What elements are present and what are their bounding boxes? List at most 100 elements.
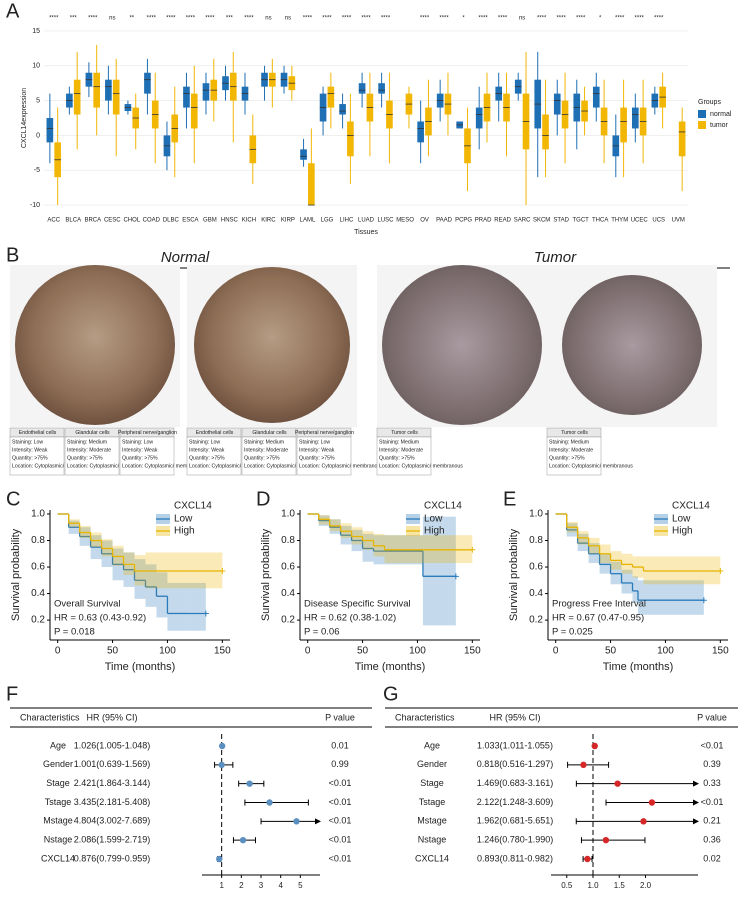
hr-label: 1.001(0.639-1.569) [74, 759, 151, 769]
caption-line: Quantity: >75% [67, 455, 103, 461]
y-tick-label: 0 [36, 132, 40, 139]
header: Characteristics [395, 712, 455, 722]
legend-title: CXCL14 [174, 501, 212, 512]
box [183, 86, 190, 108]
row-name: Tstage [45, 797, 72, 807]
annotation: HR = 0.62 (0.38-1.02) [304, 613, 396, 624]
ci-band [134, 559, 146, 599]
caption-line: Quantity: >75% [189, 455, 225, 461]
ci-band [79, 525, 91, 538]
caption-line: Endothelial cells [196, 430, 234, 436]
box [144, 72, 151, 94]
x-tick-label: 150 [712, 646, 729, 657]
x-tick-label: THCA [592, 218, 608, 224]
group-title: Tumor [534, 249, 577, 266]
row-name: Nstage [44, 835, 73, 845]
annotation: Overall Survival [54, 599, 121, 610]
panel-letter: B [6, 244, 19, 266]
hr-label: 2.122(1.248-3.609) [477, 797, 554, 807]
x-tick-label: ESCA [182, 218, 198, 224]
caption-line: Quantity: >75% [244, 455, 280, 461]
x-tick-label: KIRC [261, 218, 276, 224]
y-tick-label: -5 [34, 167, 40, 174]
ci-band [112, 545, 124, 566]
caption-box [296, 436, 352, 476]
caption-line: Staining: Medium [67, 439, 107, 445]
legend-label: High [174, 526, 195, 537]
hr-point [218, 761, 225, 769]
p-value: <0.01 [329, 816, 352, 826]
row-name: Mstage [417, 816, 447, 826]
censor-mark [219, 568, 226, 575]
ci-band [373, 533, 385, 557]
x-tick-label: LIHC [340, 218, 354, 224]
header: HR (95% CI) [489, 712, 540, 722]
x-tick-label: 1.0 [587, 881, 599, 890]
x-tick-label: 0.5 [561, 881, 573, 890]
x-tick-label: 150 [214, 646, 231, 657]
caption-line: Location: Cytoplasmic/ membranous [189, 463, 273, 469]
hr-point [648, 799, 656, 806]
significance-label: **** [166, 16, 176, 22]
y-tick-label: 0.6 [529, 562, 543, 573]
hr-label: 1.033(1.011-1.055) [477, 740, 553, 750]
row-name: Gender [43, 759, 73, 769]
row-name: CXCL14 [41, 853, 75, 863]
ci-band [643, 556, 721, 585]
box [327, 86, 335, 108]
box [93, 72, 101, 108]
caption-line: Staining: Medium [379, 439, 419, 445]
hr-point [591, 742, 598, 750]
x-tick-label: LAML [300, 218, 316, 224]
caption-line: Location: Cytoplasmic/ membranous [299, 463, 383, 469]
legend-label: High [672, 526, 693, 537]
significance-label: * [599, 16, 602, 22]
box [592, 86, 600, 108]
tissue-image [15, 265, 175, 425]
box [202, 83, 210, 101]
panel-letter: A [6, 0, 20, 22]
ci-band [588, 543, 600, 564]
significance-label: **** [381, 16, 391, 22]
hr-point [218, 742, 226, 750]
p-value: <0.01 [701, 740, 724, 750]
box [378, 83, 385, 94]
caption-box [64, 436, 120, 476]
x-tick-label: TGCT [572, 218, 589, 224]
box [678, 121, 686, 157]
p-value: 0.33 [703, 778, 721, 788]
y-axis-label: Survival probability [10, 528, 22, 621]
hr-point [266, 799, 273, 806]
box [105, 79, 112, 101]
significance-label: **** [205, 16, 215, 22]
p-value: 0.36 [703, 835, 721, 845]
hr-label: 2.421(1.864-3.144) [74, 778, 151, 788]
hr-label: 4.804(3.002-7.689) [74, 816, 151, 826]
caption-line: Staining: Low [12, 439, 43, 445]
tissue-image [194, 267, 350, 423]
significance-label: **** [439, 16, 449, 22]
x-tick-label: PAAD [436, 218, 453, 224]
box [300, 149, 307, 160]
annotation: P = 0.06 [304, 627, 339, 638]
hr-point [216, 855, 223, 863]
box [358, 83, 366, 94]
caption-line: Location: Cytoplasmic/ membranous [122, 463, 206, 469]
ci-band [577, 533, 589, 552]
box [475, 107, 483, 129]
ci-band [329, 519, 341, 534]
box [46, 118, 54, 143]
header: HR (95% CI) [86, 712, 137, 722]
x-tick-label: 1 [219, 881, 224, 890]
significance-label: **** [88, 16, 98, 22]
y-axis-label: Survival probability [508, 528, 520, 621]
annotation: P = 0.025 [552, 627, 593, 638]
y-tick-label: 1.0 [529, 509, 543, 520]
x-tick-label: KIRP [281, 218, 295, 224]
x-tick-label: READ [494, 218, 511, 224]
x-tick-label: SARC [514, 218, 531, 224]
significance-label: **** [498, 16, 508, 22]
y-tick-label: 0.8 [31, 535, 45, 546]
x-tick-label: GBM [203, 218, 217, 224]
